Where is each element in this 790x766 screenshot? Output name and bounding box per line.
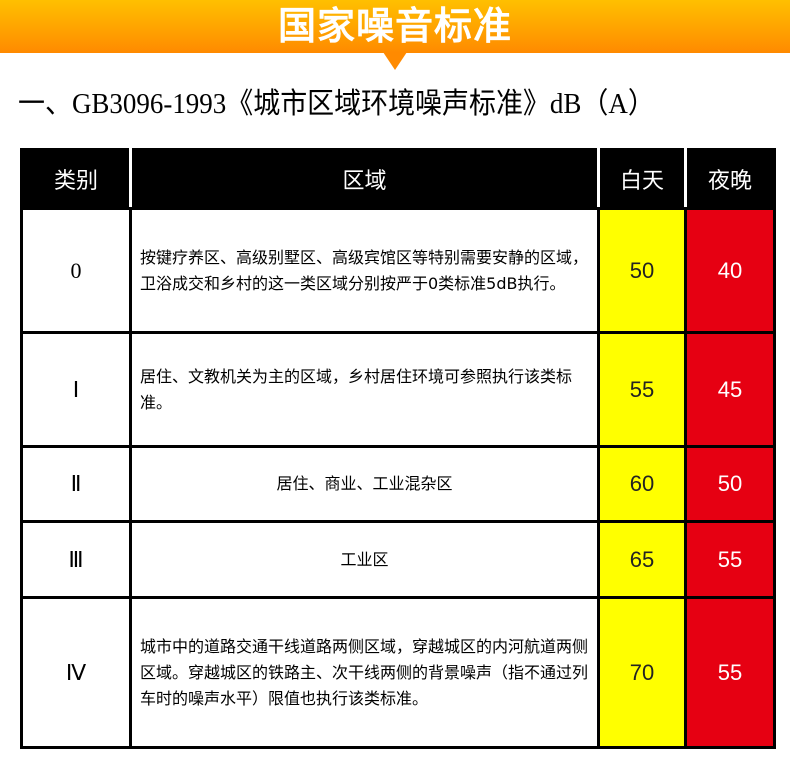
night-limit-cell: 55	[684, 520, 776, 599]
day-limit-cell: 70	[597, 596, 687, 749]
table-row: Ⅱ 居住、商业、工业混杂区 60 50	[20, 445, 776, 523]
day-limit-cell: 50	[597, 207, 687, 334]
area-cell: 工业区	[129, 520, 600, 599]
area-cell: 居住、商业、工业混杂区	[129, 445, 600, 523]
table-row: 0 按键疗养区、高级别墅区、高级宾馆区等特别需要安静的区域，卫浴成交和乡村的这一…	[20, 207, 776, 334]
banner-title: 国家噪音标准	[277, 4, 512, 48]
table-row: Ⅲ 工业区 65 55	[20, 520, 776, 599]
table-row: Ⅳ 城市中的道路交通干线道路两侧区域，穿越城区的内河航道两侧区域。穿越城区的铁路…	[20, 596, 776, 749]
title-banner: 国家噪音标准	[0, 0, 790, 53]
header-area: 区域	[129, 148, 600, 210]
standard-heading: 一、GB3096-1993《城市区域环境噪声标准》dB（A）	[18, 88, 655, 120]
table-row: Ⅰ 居住、文教机关为主的区域，乡村居住环境可参照执行该类标准。 55 45	[20, 331, 776, 448]
night-limit-cell: 40	[684, 207, 776, 334]
category-cell: Ⅳ	[20, 596, 132, 749]
day-limit-cell: 65	[597, 520, 687, 599]
category-cell: Ⅲ	[20, 520, 132, 599]
area-cell: 城市中的道路交通干线道路两侧区域，穿越城区的内河航道两侧区域。穿越城区的铁路主、…	[129, 596, 600, 749]
header-night: 夜晚	[684, 148, 776, 210]
day-limit-cell: 60	[597, 445, 687, 523]
night-limit-cell: 50	[684, 445, 776, 523]
header-category: 类别	[20, 148, 132, 210]
banner-pointer	[383, 52, 407, 70]
category-cell: Ⅱ	[20, 445, 132, 523]
category-cell: 0	[20, 207, 132, 334]
night-limit-cell: 45	[684, 331, 776, 448]
night-limit-cell: 55	[684, 596, 776, 749]
noise-standard-table: 类别 区域 白天 夜晚 0 按键疗养区、高级别墅区、高级宾馆区等特别需要安静的区…	[20, 148, 776, 749]
area-cell: 按键疗养区、高级别墅区、高级宾馆区等特别需要安静的区域，卫浴成交和乡村的这一类区…	[129, 207, 600, 334]
category-cell: Ⅰ	[20, 331, 132, 448]
area-cell: 居住、文教机关为主的区域，乡村居住环境可参照执行该类标准。	[129, 331, 600, 448]
day-limit-cell: 55	[597, 331, 687, 448]
table-header: 类别 区域 白天 夜晚	[20, 148, 776, 210]
header-day: 白天	[597, 148, 687, 210]
